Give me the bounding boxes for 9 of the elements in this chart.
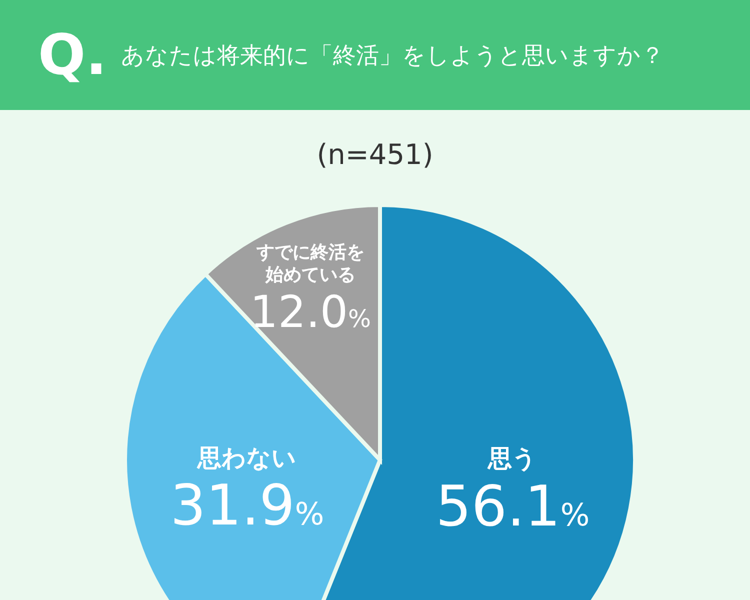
data-label: 12.0% (250, 286, 372, 338)
data-label: 56.1% (436, 474, 590, 540)
chart-title: あなたは将来的に「終活」をしようと思いますか？ (120, 42, 664, 70)
text: Q. (38, 22, 107, 88)
chart-subtitle: (n=451) (316, 138, 434, 171)
slice-label: 思わない (196, 444, 297, 472)
slice-label: 思う (487, 444, 538, 473)
data-label: 31.9% (170, 474, 324, 539)
slice-label: すでに終活を始めている (256, 242, 365, 286)
